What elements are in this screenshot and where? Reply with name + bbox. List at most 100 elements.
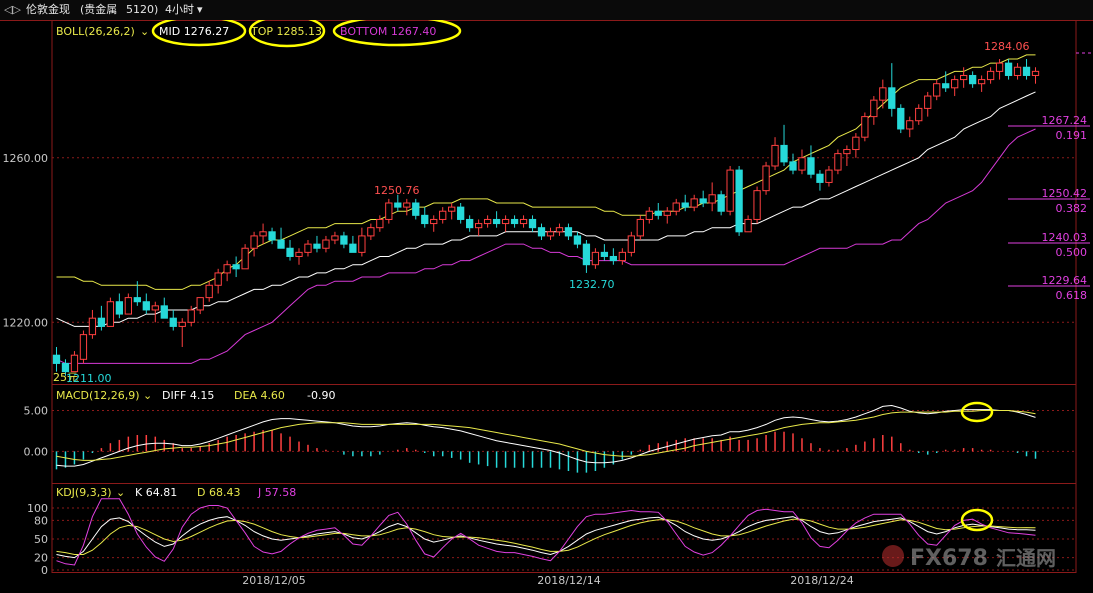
boll-bottom-value: BOTTOM 1267.40 — [340, 25, 436, 38]
kdj-k-value: K 64.81 — [135, 486, 177, 499]
boll-dropdown-icon[interactable]: ⌄ — [140, 25, 149, 38]
low-label: 1211.00 — [66, 372, 112, 385]
fib-price-label: 1267.24 — [1042, 114, 1088, 127]
candle-down — [492, 218, 501, 225]
candle-up — [196, 297, 204, 311]
candle-down — [97, 317, 106, 327]
candle-up — [771, 144, 779, 167]
trough-label: 1232.70 — [569, 278, 615, 291]
macd-label[interactable]: MACD(12,26,9) — [56, 389, 140, 402]
candle-down — [349, 243, 357, 253]
candle-up — [555, 227, 564, 233]
kdj-axis-label: 100 — [27, 502, 48, 515]
grid-lines — [0, 20, 1093, 573]
kdj-dropdown-icon[interactable]: ⌄ — [116, 486, 125, 499]
highlight-circle-kdj — [960, 508, 994, 532]
fib-ratio-label: 0.500 — [1056, 246, 1088, 259]
candle-down — [942, 83, 950, 89]
kdj-label[interactable]: KDJ(9,3,3) — [56, 486, 112, 499]
candle-up — [798, 157, 806, 171]
candle-up — [178, 321, 186, 327]
candle-up — [618, 251, 626, 262]
candle-up — [762, 165, 770, 192]
candle-up — [124, 297, 132, 315]
candle-down — [888, 87, 896, 109]
fib-ratio-label: 0.618 — [1056, 289, 1088, 302]
candle-up — [663, 210, 671, 216]
fibonacci-levels: 1267.24 0.191 1250.42 0.382 1240.03 0.500 1229… — [1008, 114, 1090, 302]
macd-dropdown-icon[interactable]: ⌄ — [143, 389, 152, 402]
candle-up — [331, 235, 339, 241]
kdj-panel — [56, 498, 1036, 566]
candle-down — [789, 161, 797, 171]
highlight-circle-macd — [960, 401, 994, 423]
chart-canvas[interactable]: 1267.24 0.191 1250.42 0.382 1240.03 0.500 1229… — [0, 20, 1093, 593]
candle-down — [537, 227, 546, 237]
boll-mid-line — [56, 91, 1036, 327]
candle-up — [977, 79, 986, 85]
candle-down — [699, 198, 707, 204]
macd-axis-label: 0.00 — [24, 445, 49, 458]
candle-up — [843, 149, 851, 155]
highlight-circle-mid — [151, 20, 247, 47]
candle-up — [906, 120, 914, 130]
candle-down — [340, 235, 348, 245]
macd-dea-line — [56, 410, 1036, 461]
candle-up — [627, 235, 635, 253]
kdj-j-value: J 57.58 — [257, 486, 296, 499]
period-dropdown-icon[interactable]: ▾ — [197, 3, 203, 16]
candle-up — [960, 74, 968, 81]
candle-up — [259, 231, 267, 237]
candle-up — [519, 218, 528, 225]
macd-panel — [55, 404, 1037, 473]
candle-down — [232, 264, 240, 270]
candle-up — [672, 202, 680, 212]
date-axis-label: 2018/12/24 — [790, 574, 853, 587]
candle-down — [968, 74, 977, 85]
candle-down — [268, 231, 276, 241]
boll-label[interactable]: BOLL(26,26,2) — [56, 25, 135, 38]
macd-hist-value: -0.90 — [307, 389, 335, 402]
macd-axis-label: 5.00 — [24, 404, 49, 417]
candle-up — [951, 79, 959, 89]
candle-down — [115, 301, 124, 315]
candle-up — [753, 190, 761, 220]
watermark-logo: FX678 汇通网 — [882, 545, 1056, 571]
watermark-text: FX678 — [910, 546, 988, 571]
candle-down — [780, 144, 788, 163]
candle-down — [313, 243, 321, 249]
candle-up — [79, 334, 88, 360]
candle-down — [564, 227, 573, 237]
candle-up — [1013, 66, 1022, 76]
price-axis-label: 1260.00 — [3, 152, 49, 165]
fib-price-label: 1250.42 — [1042, 187, 1088, 200]
candle-down — [466, 218, 474, 229]
candle-up — [385, 202, 393, 220]
date-axis-label: 2018/12/14 — [537, 574, 600, 587]
candle-up — [636, 218, 644, 237]
highlight-circle-bottom — [332, 20, 462, 47]
candle-up — [546, 231, 555, 237]
candle-up — [448, 206, 456, 212]
peak-label: 1250.76 — [374, 184, 420, 197]
candle-up — [439, 210, 447, 220]
candlesticks — [52, 59, 1040, 376]
period-selector[interactable]: 4小时 — [165, 3, 194, 16]
macd-dea-value: DEA 4.60 — [234, 389, 285, 402]
candle-down — [457, 206, 465, 220]
candle-down — [286, 247, 294, 257]
candle-down — [169, 317, 177, 327]
candle-up — [708, 194, 716, 204]
kdj-axis-label: 50 — [34, 533, 48, 546]
candle-down — [160, 305, 168, 319]
watermark-cn: 汇通网 — [996, 546, 1056, 570]
candle-up — [1031, 70, 1040, 76]
candle-down — [609, 255, 618, 262]
nav-arrows-icon[interactable]: ◁▷ — [4, 3, 21, 16]
price-axis-label: 1220.00 — [3, 316, 49, 329]
candle-up — [645, 210, 653, 220]
fib-ratio-label: 0.382 — [1056, 202, 1088, 215]
market-group: (贵金属 — [80, 3, 118, 16]
candle-down — [52, 354, 61, 364]
